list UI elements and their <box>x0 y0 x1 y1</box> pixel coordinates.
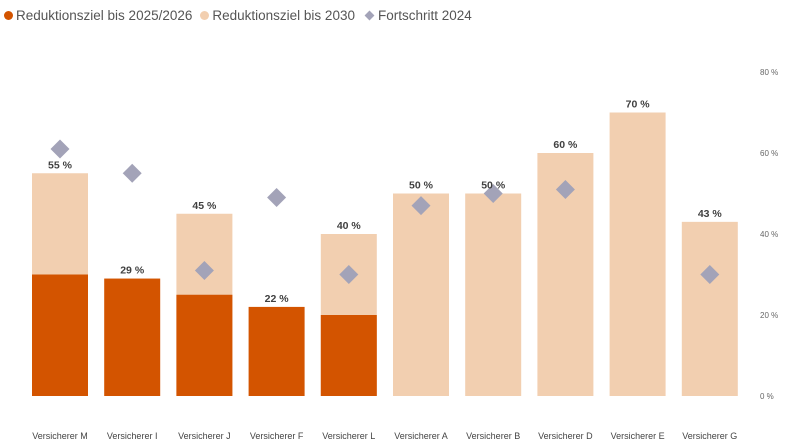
data-label: 43 % <box>698 208 723 220</box>
progress-marker[interactable] <box>555 179 575 199</box>
y-tick-label: 40 % <box>760 230 778 239</box>
legend-label: Reduktionsziel bis 2030 <box>212 7 355 23</box>
progress-marker[interactable] <box>483 184 503 203</box>
category-label: Versicherer F <box>250 431 304 441</box>
legend: Reduktionsziel bis 2025/2026 Reduktionszi… <box>4 6 480 24</box>
legend-item[interactable]: Fortschritt 2024 <box>363 8 472 23</box>
progress-marker[interactable] <box>267 188 287 208</box>
bars-layer <box>32 112 738 397</box>
progress-marker[interactable] <box>122 163 142 183</box>
bar-2030[interactable] <box>681 221 738 396</box>
category-label: Versicherer J <box>178 431 231 441</box>
category-label: Versicherer A <box>394 431 448 441</box>
data-label: 50 % <box>409 180 434 192</box>
y-tick-label: 60 % <box>760 149 778 158</box>
legend-item[interactable]: Reduktionsziel bis 2025/2026 <box>4 8 192 23</box>
bar-2025-2026[interactable] <box>176 294 233 396</box>
legend-item[interactable]: Reduktionsziel bis 2030 <box>200 8 355 23</box>
bar-2030[interactable] <box>393 193 449 397</box>
bar-2025-2026[interactable] <box>32 274 88 397</box>
bar-2030[interactable] <box>609 112 666 397</box>
bar-2025-2026[interactable] <box>248 306 305 396</box>
data-label: 40 % <box>337 220 362 232</box>
y-tick-label: 20 % <box>760 311 778 320</box>
category-label: Versicherer E <box>611 431 665 441</box>
data-label: 60 % <box>553 139 578 151</box>
data-label: 45 % <box>192 200 217 212</box>
y-tick-label: 0 % <box>760 392 774 401</box>
data-label: 55 % <box>48 159 73 171</box>
category-label: Versicherer D <box>538 431 593 441</box>
bar-2025-2026[interactable] <box>104 278 161 396</box>
progress-marker[interactable] <box>194 260 214 280</box>
x-axis: Versicherer M Versicherer I Versicherer J V… <box>32 431 737 441</box>
bar-2025-2026[interactable] <box>320 315 377 396</box>
category-label: Versicherer B <box>466 431 520 441</box>
progress-marker[interactable] <box>50 139 70 159</box>
category-label: Versicherer G <box>682 431 737 441</box>
category-label: Versicherer M <box>32 431 88 441</box>
legend-circle-icon <box>200 10 210 20</box>
data-label: 50 % <box>481 180 506 192</box>
data-label: 29 % <box>120 265 145 277</box>
progress-marker[interactable] <box>411 196 431 216</box>
category-label: Versicherer I <box>107 431 158 441</box>
legend-circle-icon <box>4 10 13 20</box>
data-labels-layer: 55 % 29 % 45 % 22 % 40 % 50 % 50 % 60 % 70 % 43 % <box>48 99 722 305</box>
markers-layer <box>50 139 720 284</box>
y-tick-label: 80 % <box>760 68 778 77</box>
y-axis: 0 % 20 % 40 % 60 % 80 % <box>760 68 778 401</box>
category-label: Versicherer L <box>322 431 375 441</box>
data-label: 22 % <box>265 293 290 305</box>
legend-label: Reduktionsziel bis 2025/2026 <box>16 7 193 23</box>
data-label: 70 % <box>626 99 651 111</box>
progress-marker[interactable] <box>700 265 720 284</box>
bar-2030[interactable] <box>465 193 522 397</box>
legend-label: Fortschritt 2024 <box>377 7 472 23</box>
progress-marker[interactable] <box>339 265 359 284</box>
